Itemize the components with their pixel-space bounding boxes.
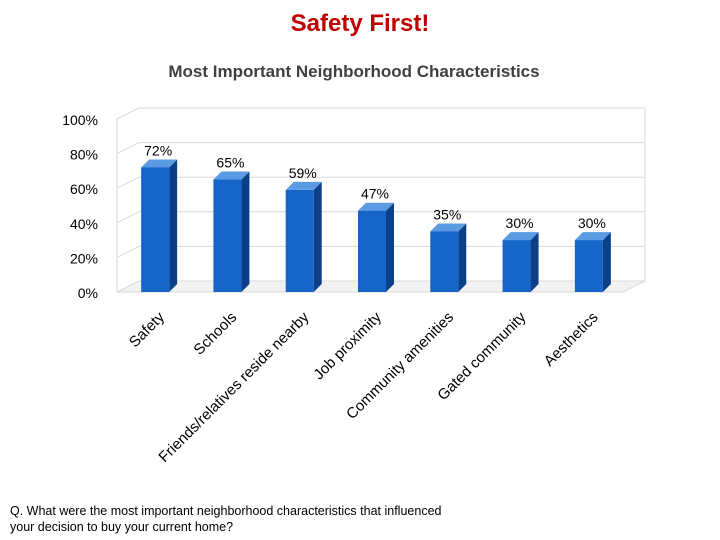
bar: [502, 240, 531, 292]
bar: [574, 240, 603, 292]
y-tick-label: 40%: [70, 216, 98, 232]
bar-side: [530, 232, 539, 292]
data-label: 47%: [361, 186, 389, 202]
bar-side: [458, 223, 467, 292]
bar: [213, 179, 242, 292]
y-tick-label: 20%: [70, 250, 98, 266]
slide-title: Safety First!: [290, 10, 430, 37]
data-label: 65%: [216, 155, 244, 171]
bar-chart: Most Important Neighborhood Characterist…: [62, 62, 646, 466]
bar-top: [358, 202, 394, 211]
data-label: 35%: [433, 206, 461, 222]
gridline: [116, 107, 645, 120]
data-label: 30%: [578, 215, 606, 231]
gridline: [116, 245, 645, 258]
bar-top: [574, 232, 611, 241]
x-tick-label: Job proximity: [310, 308, 385, 383]
bar: [430, 231, 459, 292]
bar-side: [313, 181, 322, 292]
x-tick-label: Friends/relatives reside nearby: [155, 308, 312, 465]
x-tick-label: Aesthetics: [541, 309, 602, 370]
chart-labels: 72% Safety 65% Schools 59% Friends/relatives …: [126, 142, 606, 465]
bar: [141, 167, 170, 292]
bar-side: [241, 171, 250, 292]
y-tick-label: 80%: [70, 147, 98, 163]
chart-bars: [141, 159, 611, 292]
x-tick-label: Safety: [126, 308, 168, 350]
chart-title: Most Important Neighborhood Characterist…: [168, 62, 539, 81]
bar-top: [285, 181, 322, 190]
y-tick-label: 0%: [78, 285, 98, 301]
bar-top: [502, 232, 539, 241]
bar: [285, 189, 314, 292]
y-tick-label: 60%: [70, 181, 98, 197]
gridline: [116, 176, 645, 189]
gridline: [116, 142, 645, 155]
bar-side: [169, 159, 178, 292]
data-label: 72%: [144, 142, 172, 158]
gridline: [116, 211, 645, 224]
bar-side: [386, 202, 394, 292]
data-label: 30%: [506, 215, 534, 231]
survey-question: Q. What were the most important neighbor…: [10, 504, 442, 534]
bar-top: [213, 171, 250, 180]
data-label: 59%: [289, 165, 317, 181]
bar-top: [430, 223, 467, 232]
x-tick-label: Schools: [190, 309, 240, 359]
bar-side: [602, 232, 611, 292]
y-tick-label: 100%: [62, 112, 98, 128]
bar-top: [141, 159, 178, 168]
bar: [358, 210, 386, 292]
